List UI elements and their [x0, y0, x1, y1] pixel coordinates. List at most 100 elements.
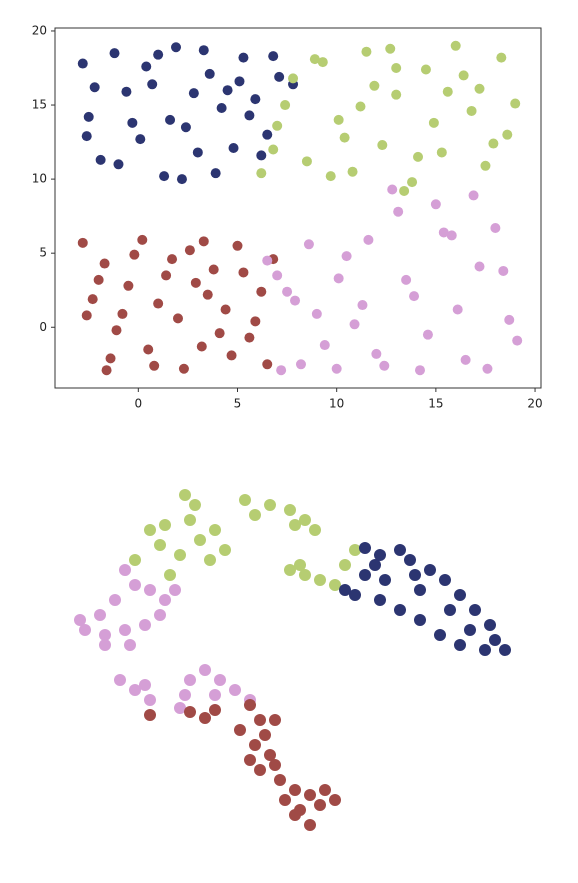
point	[385, 43, 396, 54]
point	[89, 82, 100, 93]
point	[114, 674, 126, 686]
point	[274, 774, 286, 786]
point	[414, 614, 426, 626]
point	[289, 784, 301, 796]
point	[304, 789, 316, 801]
point	[288, 73, 299, 84]
point	[295, 359, 306, 370]
point	[407, 177, 418, 188]
point	[460, 354, 471, 365]
point	[171, 42, 182, 53]
point	[284, 504, 296, 516]
point	[272, 120, 283, 131]
point	[499, 644, 511, 656]
point	[129, 579, 141, 591]
point	[119, 564, 131, 576]
point	[179, 689, 191, 701]
point	[439, 574, 451, 586]
point	[290, 295, 301, 306]
point	[184, 245, 195, 256]
point	[458, 70, 469, 81]
point	[81, 131, 92, 142]
point	[219, 544, 231, 556]
point	[409, 569, 421, 581]
point	[436, 147, 447, 158]
point	[325, 171, 336, 182]
point	[314, 574, 326, 586]
point	[374, 549, 386, 561]
point	[301, 156, 312, 167]
point	[319, 340, 330, 351]
point	[101, 365, 112, 376]
point	[210, 168, 221, 179]
point	[394, 544, 406, 556]
point	[369, 559, 381, 571]
point	[399, 185, 410, 196]
point	[129, 249, 140, 260]
x-tick-label: 5	[234, 397, 242, 411]
point	[184, 706, 196, 718]
point	[444, 604, 456, 616]
point	[244, 699, 256, 711]
point	[234, 76, 245, 87]
point	[299, 514, 311, 526]
point	[454, 589, 466, 601]
point	[174, 702, 186, 714]
point	[401, 274, 412, 285]
point	[347, 166, 358, 177]
point	[394, 604, 406, 616]
point	[127, 117, 138, 128]
point	[254, 714, 266, 726]
point	[164, 569, 176, 581]
point	[409, 291, 420, 302]
point	[192, 147, 203, 158]
point	[303, 239, 314, 250]
point	[264, 499, 276, 511]
point	[79, 624, 91, 636]
y-tick-label: 0	[39, 320, 47, 334]
point	[124, 639, 136, 651]
point	[377, 140, 388, 151]
point	[504, 314, 515, 325]
point	[484, 619, 496, 631]
point	[454, 639, 466, 651]
point	[216, 103, 227, 113]
point	[113, 159, 124, 170]
point	[172, 313, 183, 324]
y-tick-label: 20	[32, 23, 47, 37]
point	[274, 71, 285, 82]
point	[154, 609, 166, 621]
point	[194, 534, 206, 546]
point	[105, 353, 116, 364]
point	[262, 129, 273, 140]
point	[99, 639, 111, 651]
point	[188, 88, 199, 99]
point	[498, 265, 509, 276]
point	[214, 328, 225, 339]
point	[490, 223, 501, 233]
point	[391, 89, 402, 100]
point	[317, 57, 328, 68]
point	[239, 494, 251, 506]
point	[83, 111, 94, 122]
point	[190, 277, 201, 288]
point	[309, 54, 320, 65]
point	[355, 101, 366, 112]
point	[249, 739, 261, 751]
point	[489, 634, 501, 646]
point	[404, 554, 416, 566]
point	[329, 794, 341, 806]
point	[129, 684, 141, 696]
point	[199, 664, 211, 676]
point	[154, 539, 166, 551]
point	[204, 554, 216, 566]
point	[387, 184, 398, 195]
point	[361, 46, 372, 57]
point	[161, 270, 172, 281]
point	[474, 261, 485, 272]
point	[339, 132, 350, 143]
point	[119, 624, 131, 636]
point	[229, 684, 241, 696]
point	[144, 709, 156, 721]
point	[174, 549, 186, 561]
